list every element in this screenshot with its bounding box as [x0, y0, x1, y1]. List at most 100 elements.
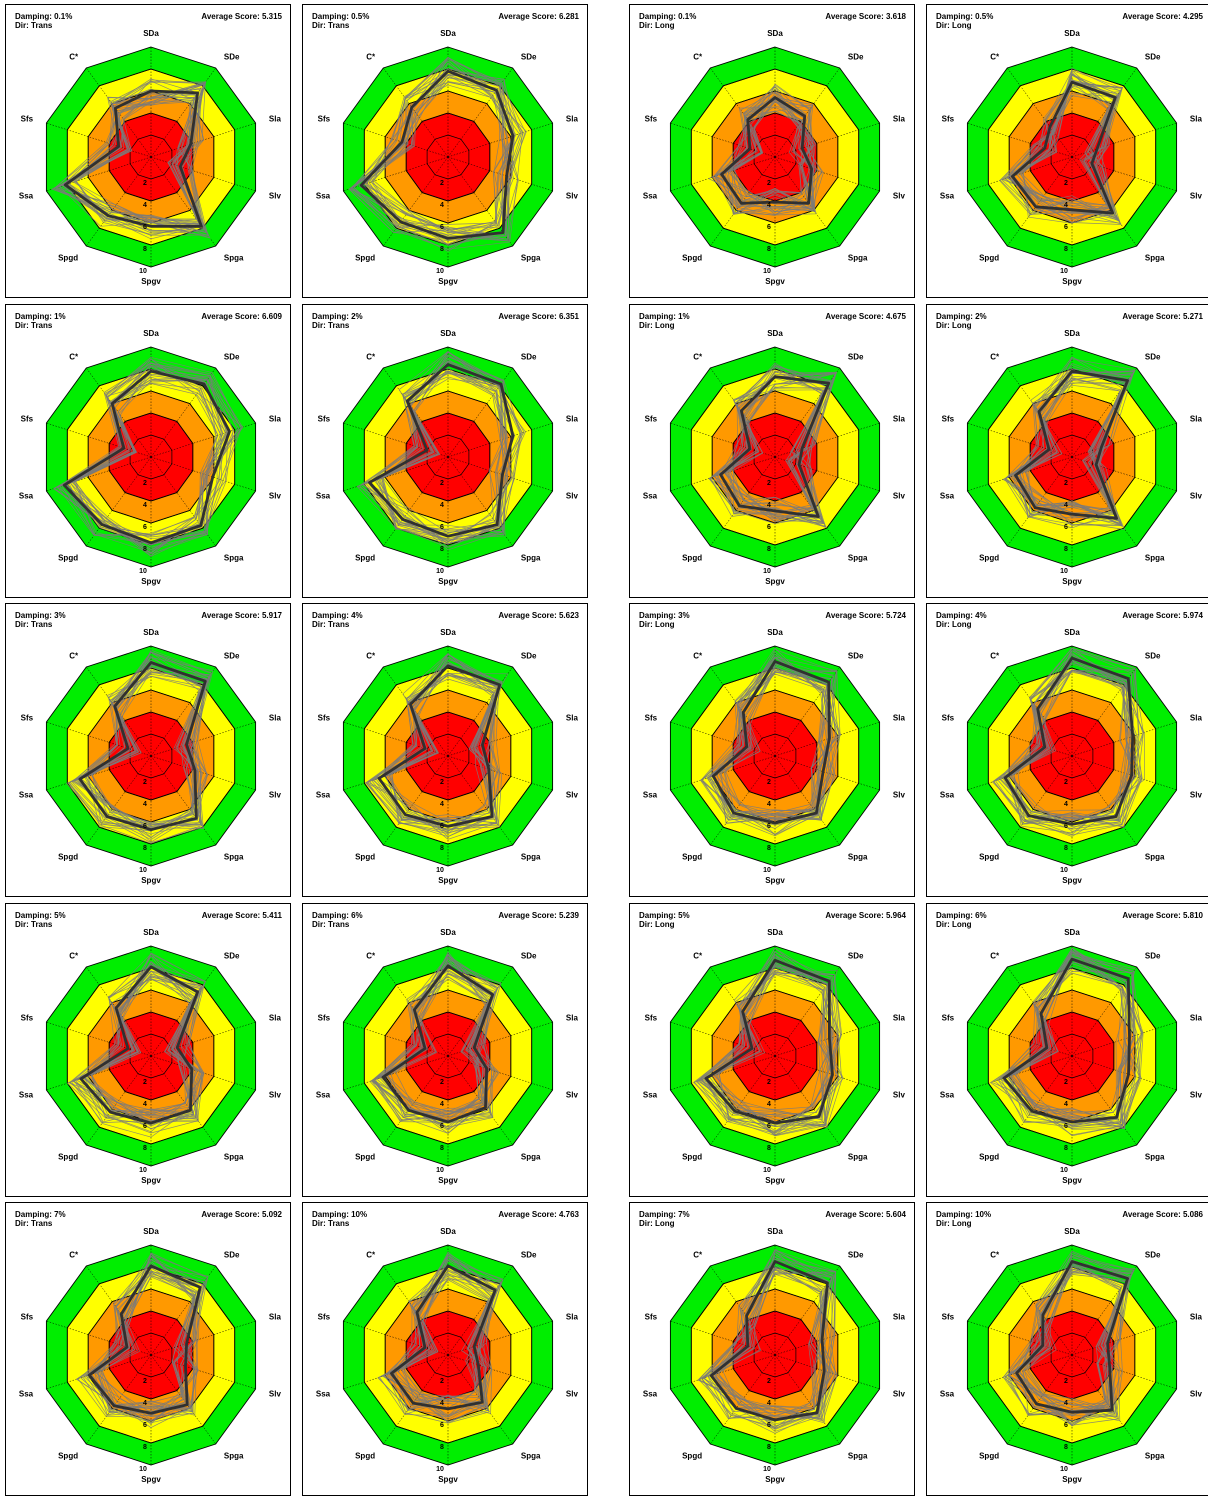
- ring-label: 2: [767, 180, 771, 187]
- axis-label: Spga: [224, 1152, 244, 1161]
- ring-label: 10: [139, 568, 147, 575]
- record-profile-line: [81, 970, 206, 1123]
- record-profile-line: [719, 372, 837, 525]
- record-profile-line: [388, 1264, 502, 1424]
- axis-label: Slv: [1190, 191, 1203, 200]
- axis-spoke: [670, 755, 776, 791]
- radar-panel: 2 4 6 8 10 SDa SDe Sla Slv Spga Spgv Spgd Ssa Sfs C* Da…: [629, 304, 915, 598]
- radar-chart: 2 4 6 8 10 SDa SDe Sla Slv Spga Spgv Spgd Ssa Sfs C*: [643, 1227, 906, 1484]
- damping-label: Damping: 1%: [639, 312, 690, 321]
- radar-chart: 2 4 6 8 10 SDa SDe Sla Slv Spga Spgv Spgd Ssa Sfs C*: [316, 329, 579, 586]
- axis-spoke: [383, 666, 449, 757]
- ring-label: 10: [436, 867, 444, 874]
- axis-spoke: [1071, 156, 1137, 247]
- mean-profile-line: [381, 964, 495, 1124]
- record-profile-line: [1002, 1259, 1129, 1422]
- ring-label: 4: [767, 1101, 771, 1108]
- radar-panel: 2 4 6 8 10 SDa SDe Sla Slv Spga Spgv Spgd Ssa Sfs C* Da…: [926, 903, 1208, 1197]
- axis-spoke: [150, 156, 216, 247]
- record-profile-line: [371, 978, 499, 1122]
- axis-label: C*: [990, 652, 1000, 661]
- axis-spoke: [343, 156, 449, 192]
- damping-label: Damping: 0.1%: [15, 12, 73, 21]
- axis-label: SDa: [143, 329, 159, 338]
- axis-label: SDa: [1064, 628, 1080, 637]
- axis-label: Sfs: [318, 714, 331, 723]
- ring-label: 2: [143, 779, 147, 786]
- axis-spoke: [447, 1265, 513, 1356]
- record-profile-line: [700, 660, 832, 819]
- record-profile-line: [66, 81, 207, 223]
- axis-spoke: [710, 456, 776, 547]
- radar-panel: 2 4 6 8 10 SDa SDe Sla Slv Spga Spgv Spgd Ssa Sfs C* Da…: [629, 1202, 915, 1496]
- axis-label: C*: [990, 53, 1000, 62]
- ring-label: 6: [143, 823, 147, 830]
- record-profile-line: [714, 98, 822, 208]
- axis-label: Sla: [1190, 115, 1203, 124]
- axis-label: Spgv: [438, 1176, 458, 1185]
- direction-label: Dir: Trans: [15, 920, 53, 929]
- ring-label: 8: [1064, 1145, 1068, 1152]
- axis-label: Spga: [1145, 553, 1165, 562]
- ring-label: 10: [763, 568, 771, 575]
- axis-label: Ssa: [19, 491, 34, 500]
- level-ring: [108, 412, 194, 502]
- axis-label: SDa: [767, 29, 783, 38]
- record-profile-line: [61, 81, 211, 239]
- ring-label: 6: [440, 224, 444, 231]
- ring-label: 2: [1064, 1079, 1068, 1086]
- average-score-label: Average Score: 5.239: [498, 911, 579, 920]
- axis-label: Spgd: [355, 1152, 375, 1161]
- record-profile-line: [714, 974, 832, 1128]
- axis-label: Spgd: [682, 1152, 702, 1161]
- ring-label: 6: [767, 1422, 771, 1429]
- axis-spoke: [447, 122, 553, 158]
- ring-label: 4: [440, 502, 444, 509]
- axis-label: Slv: [893, 191, 906, 200]
- radar-panel: 2 4 6 8 10 SDa SDe Sla Slv Spga Spgv Spgd Ssa Sfs C* Da…: [5, 304, 291, 598]
- axis-label: C*: [693, 652, 703, 661]
- axis-label: Slv: [566, 191, 579, 200]
- radar-chart: 2 4 6 8 10 SDa SDe Sla Slv Spga Spgv Spgd Ssa Sfs C*: [643, 29, 906, 286]
- axis-label: SDa: [440, 928, 456, 937]
- mean-profile-line: [1003, 656, 1135, 826]
- record-profile-line: [370, 969, 492, 1121]
- average-score-label: Average Score: 6.609: [201, 312, 282, 321]
- record-profile-line: [731, 83, 814, 215]
- average-score-label: Average Score: 3.618: [825, 12, 906, 21]
- axis-label: Spga: [848, 553, 868, 562]
- ring-label: 8: [440, 1145, 444, 1152]
- record-profile-line: [999, 653, 1141, 813]
- ring-label: 2: [440, 180, 444, 187]
- axis-label: Sla: [566, 1313, 579, 1322]
- record-profile-line: [1016, 951, 1140, 1126]
- ring-label: 4: [143, 1101, 147, 1108]
- ring-label: 4: [1064, 1101, 1068, 1108]
- axis-label: Ssa: [316, 1389, 331, 1398]
- ring-label: 2: [1064, 1378, 1068, 1385]
- mean-profile-line: [390, 1264, 497, 1411]
- axis-spoke: [967, 721, 1073, 757]
- ring-label: 2: [143, 480, 147, 487]
- record-profile-line: [1011, 957, 1125, 1129]
- ring-label: 6: [767, 524, 771, 531]
- record-profile-line: [714, 365, 831, 510]
- axis-label: Spgv: [1062, 1475, 1082, 1484]
- record-profile-line: [997, 670, 1128, 822]
- axis-spoke: [447, 1055, 513, 1146]
- mean-profile-line: [1015, 1260, 1130, 1414]
- axis-spoke: [150, 966, 216, 1057]
- ring-label: 4: [767, 1400, 771, 1407]
- axis-spoke: [774, 755, 840, 846]
- axis-label: C*: [693, 1251, 703, 1260]
- radar-panel: 2 4 6 8 10 SDa SDe Sla Slv Spga Spgv Spgd Ssa Sfs C* Da…: [302, 1202, 588, 1496]
- damping-label: Damping: 7%: [15, 1210, 66, 1219]
- record-profile-line: [379, 371, 509, 534]
- damping-label: Damping: 0.5%: [312, 12, 370, 21]
- record-profile-line: [1013, 356, 1129, 519]
- axis-label: SDa: [440, 29, 456, 38]
- mean-profile-line: [78, 661, 207, 832]
- ring-label: 8: [143, 1145, 147, 1152]
- axis-label: Spga: [848, 1152, 868, 1161]
